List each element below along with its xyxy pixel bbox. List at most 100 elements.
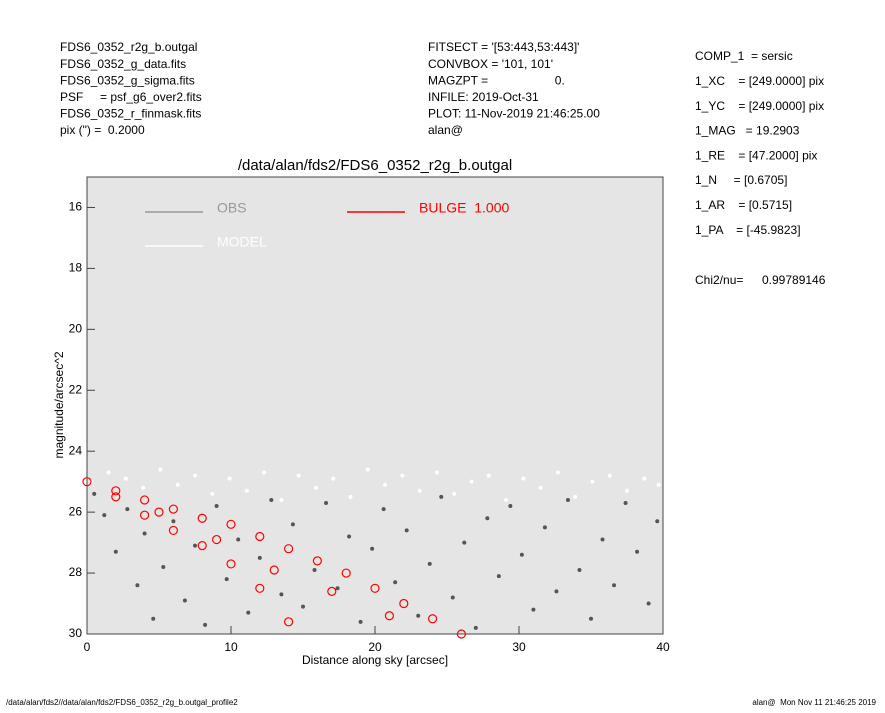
model-point <box>193 473 197 478</box>
obs-point <box>427 561 432 566</box>
bulge-point <box>140 495 150 505</box>
model-point <box>141 485 146 490</box>
obs-point <box>246 610 251 615</box>
obs-point <box>416 613 421 618</box>
model-point <box>331 476 336 481</box>
legend-label: BULGE 1.000 <box>419 200 509 216</box>
bulge-point <box>226 519 236 529</box>
obs-point <box>113 549 118 554</box>
bulge-point <box>154 507 164 517</box>
bulge-point <box>226 559 236 569</box>
obs-point <box>290 522 295 527</box>
y-tick-label: 30 <box>69 626 83 640</box>
obs-point <box>203 622 208 627</box>
bulge-point <box>197 513 207 523</box>
header-left-line: PSF = psf_g6_over2.fits <box>60 90 202 104</box>
fit-parameter: 1_YC = [249.0000] pix <box>695 99 824 113</box>
footer-left: /data/alan/fds2//data/alan/fds2/FDS6_035… <box>6 698 238 707</box>
header-middle-line: alan@ <box>428 123 463 137</box>
model-point <box>434 470 439 475</box>
model-point <box>555 470 560 475</box>
bulge-point <box>456 629 466 639</box>
chi2-label: Chi2/nu= <box>695 273 743 287</box>
bulge-point <box>255 531 265 542</box>
x-axis-label: Distance along sky [arcsec] <box>302 653 448 667</box>
obs-point <box>655 519 660 524</box>
header-left-line: FDS6_0352_g_data.fits <box>60 57 186 71</box>
model-point <box>296 473 301 478</box>
bulge-point <box>384 611 394 621</box>
footer-right: alan@ Mon Nov 11 21:46:25 2019 <box>752 698 876 707</box>
bulge-point <box>168 525 178 536</box>
model-point <box>486 473 491 478</box>
obs-point <box>542 525 547 530</box>
fit-parameter: 1_AR = [0.5715] <box>695 198 792 212</box>
header-middle-line: FITSECT = '[53:443,53:443]' <box>428 40 579 54</box>
model-point <box>175 482 180 487</box>
model-point <box>590 479 595 484</box>
obs-point <box>439 494 444 499</box>
obs-point <box>623 500 628 505</box>
y-tick-label: 26 <box>69 504 83 518</box>
model-point <box>244 488 249 493</box>
obs-point <box>646 601 651 606</box>
obs-point <box>279 592 284 597</box>
x-tick-label: 10 <box>224 640 238 654</box>
obs-point <box>347 534 352 539</box>
obs-point <box>161 564 166 569</box>
model-point <box>313 485 318 490</box>
model-point <box>521 476 526 481</box>
obs-point <box>312 568 317 573</box>
bulge-point <box>111 486 121 496</box>
x-tick-label: 0 <box>84 640 91 654</box>
model-point <box>227 476 232 481</box>
legend-label: MODEL <box>217 234 267 250</box>
plot-area <box>86 176 664 635</box>
obs-point <box>565 497 570 502</box>
bulge-point <box>82 477 92 487</box>
y-tick-label: 18 <box>69 261 83 275</box>
obs-point <box>612 583 617 588</box>
bulge-point <box>399 598 409 609</box>
bulge-point <box>197 541 207 551</box>
obs-point <box>519 552 524 557</box>
model-point <box>158 467 163 472</box>
obs-point <box>269 497 274 502</box>
bulge-point <box>341 568 351 578</box>
model-point <box>469 479 474 484</box>
model-point <box>365 467 370 472</box>
fit-parameter: 1_N = [0.6705] <box>695 173 787 187</box>
obs-point <box>182 598 187 603</box>
header-left-line: FDS6_0352_g_sigma.fits <box>60 73 195 87</box>
obs-point <box>577 568 582 573</box>
obs-point <box>236 537 241 542</box>
obs-point <box>92 491 97 496</box>
model-point <box>348 494 353 499</box>
y-tick-label: 16 <box>69 200 83 214</box>
fit-parameter: 1_RE = [47.2000] pix <box>695 148 817 162</box>
obs-point <box>531 607 536 612</box>
obs-point <box>450 595 455 600</box>
x-tick-label: 30 <box>512 640 526 654</box>
model-point <box>642 476 647 481</box>
obs-point <box>393 580 398 585</box>
obs-point <box>635 549 640 554</box>
bulge-point <box>428 614 438 624</box>
header-middle-line: INFILE: 2019-Oct-31 <box>428 90 539 104</box>
obs-point <box>125 507 130 512</box>
bulge-point <box>111 492 121 502</box>
obs-point <box>358 619 363 624</box>
header-left-line: FDS6_0352_r2g_b.outgal <box>60 40 197 54</box>
obs-point <box>301 604 305 609</box>
obs-point <box>404 528 409 533</box>
fit-parameter: 1_PA = [-45.9823] <box>695 223 801 237</box>
model-point <box>573 494 578 499</box>
obs-point <box>142 531 147 536</box>
bulge-point <box>212 534 222 545</box>
model-point <box>538 485 543 490</box>
obs-point <box>193 543 197 548</box>
obs-point <box>381 507 386 512</box>
model-point <box>262 470 267 475</box>
